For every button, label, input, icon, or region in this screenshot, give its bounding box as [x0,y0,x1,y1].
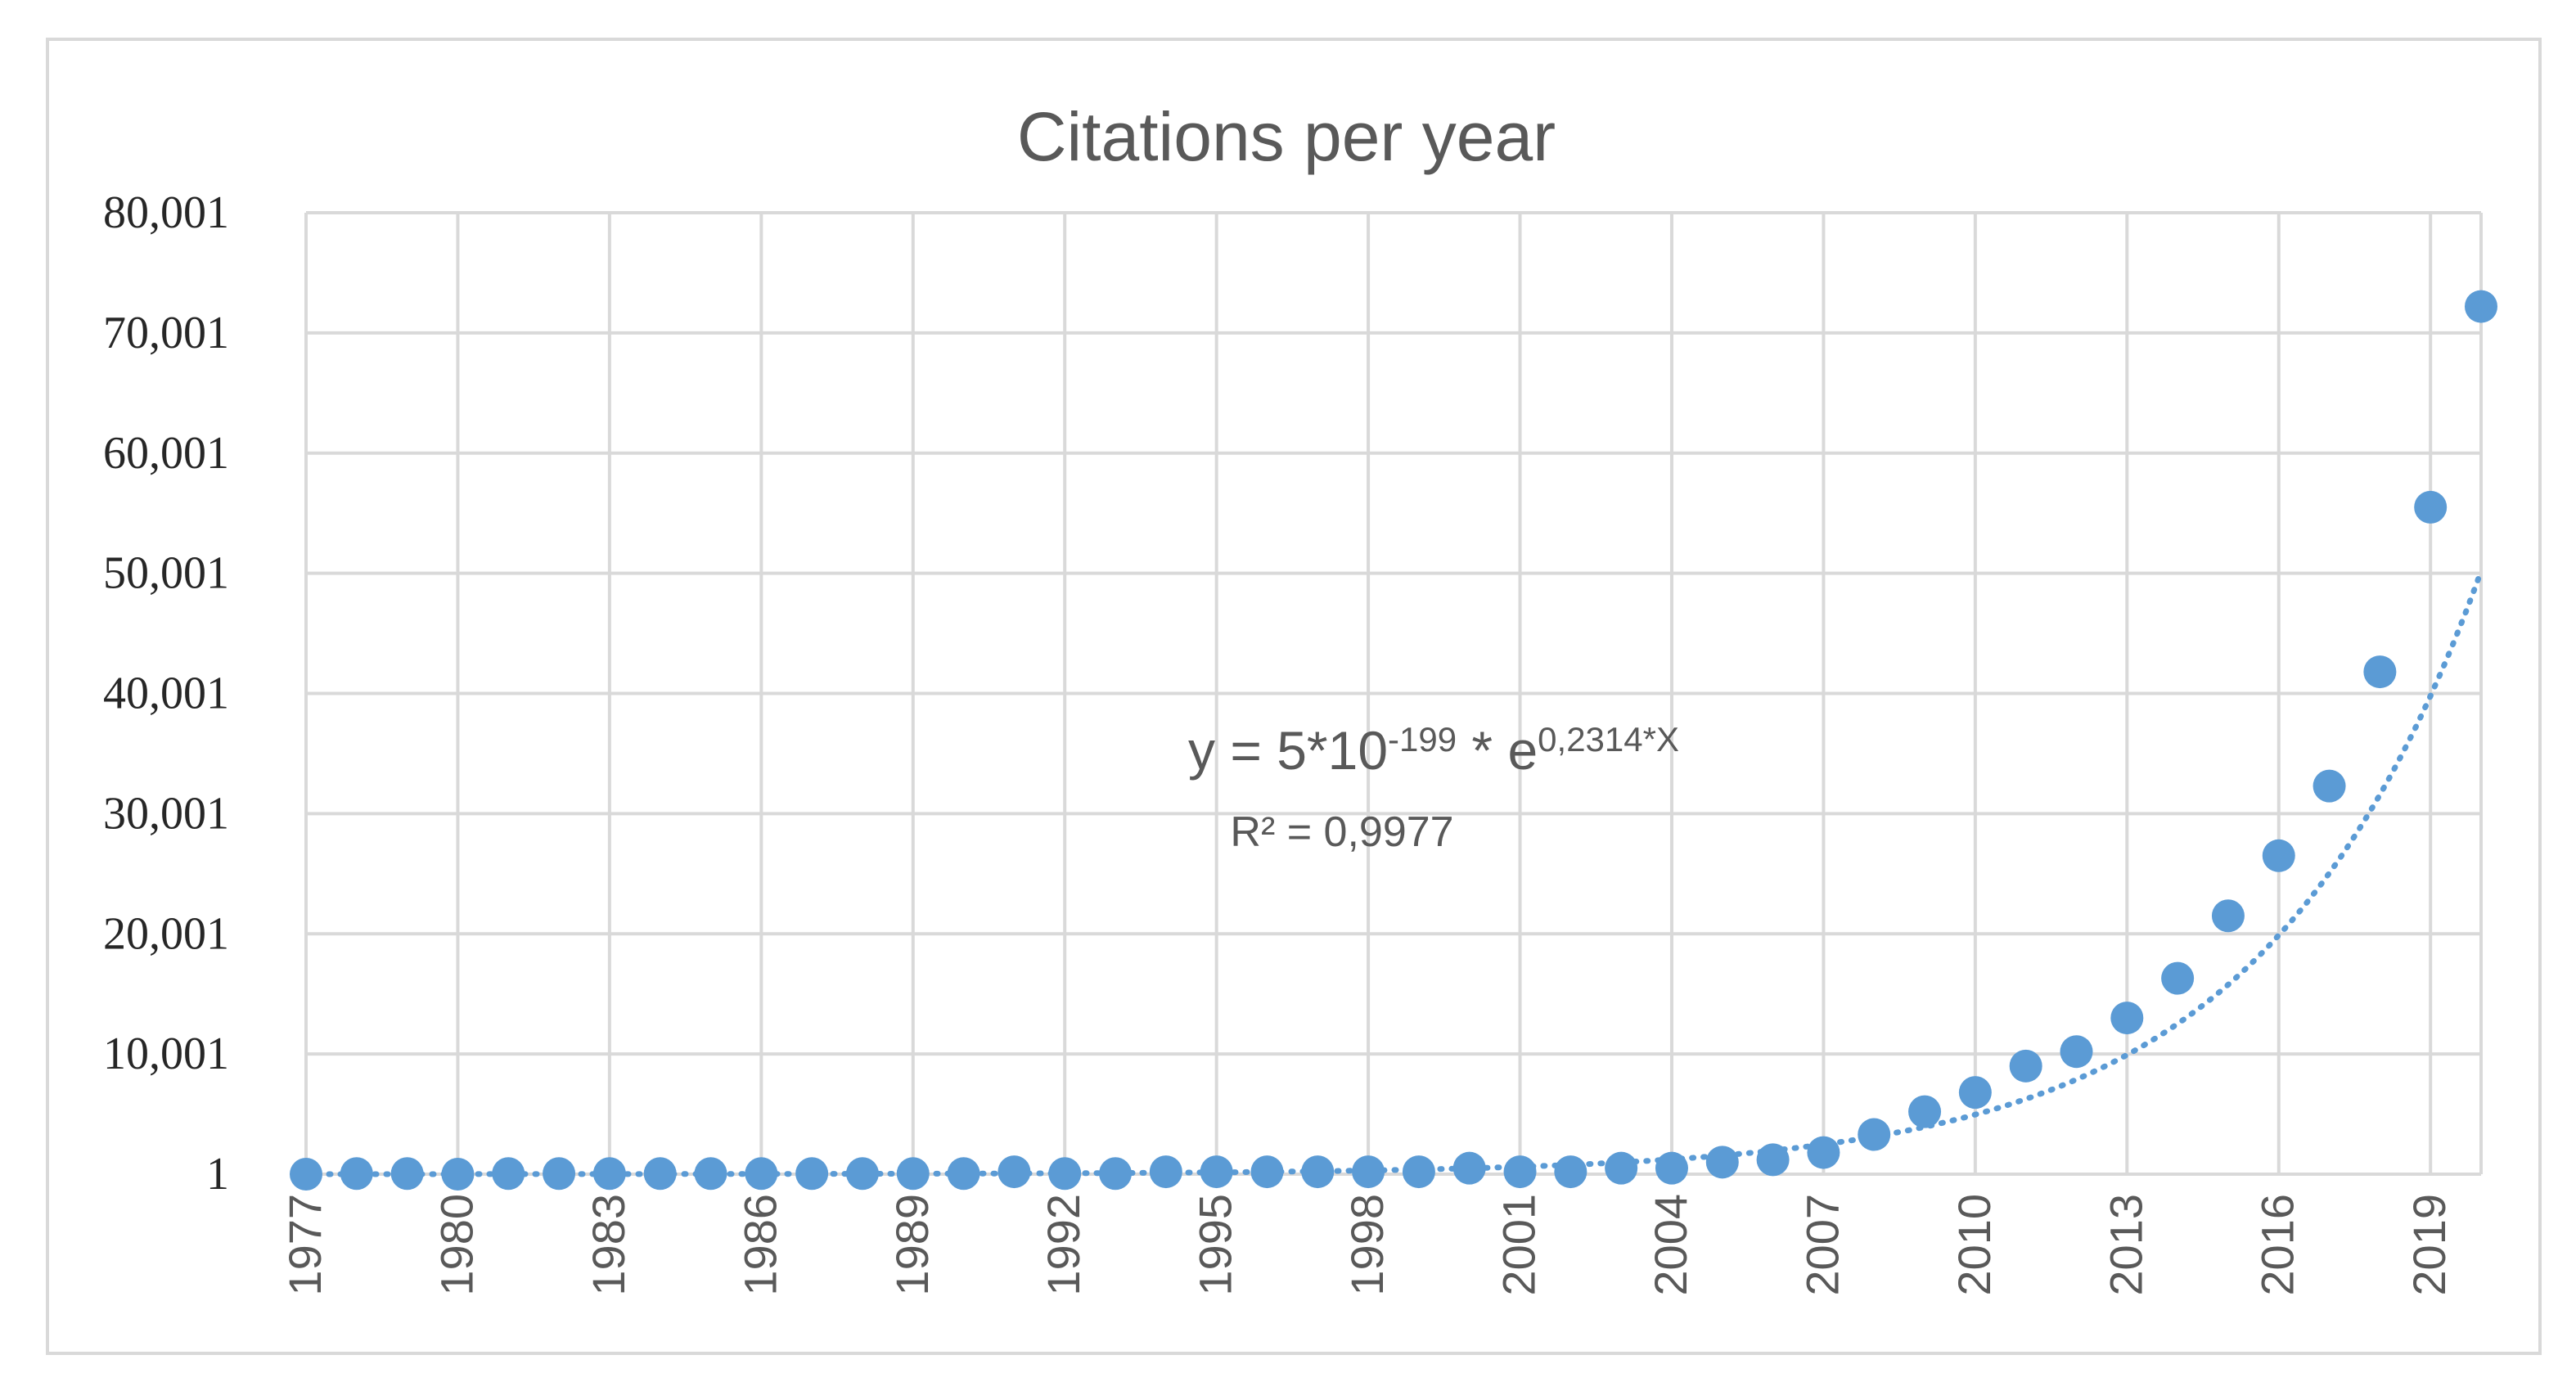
y-tick-label: 40,001 [103,668,229,719]
x-tick-label: 2007 [1796,1194,1848,1296]
data-point [492,1157,525,1191]
y-tick-label: 1 [206,1149,229,1200]
chart-svg: Citations per year 1 10,001 20,001 30,001 40… [103,98,2497,1296]
data-point [441,1158,475,1191]
data-point [1250,1155,1284,1189]
data-point [745,1157,778,1191]
data-point [1200,1155,1233,1189]
x-tick-label: 2010 [1948,1194,2000,1296]
data-point [1099,1157,1133,1191]
data-point [1048,1157,1082,1191]
data-point [998,1155,1031,1189]
x-tick-label: 1998 [1341,1194,1393,1296]
x-tick-label: 2016 [2252,1194,2304,1296]
data-point [1301,1155,1335,1189]
data-point [845,1157,879,1191]
chart-frame: Citations per year 1 10,001 20,001 30,001 40… [46,38,2542,1355]
data-point [643,1157,677,1191]
y-tick-label: 30,001 [103,788,229,839]
points-layer [290,290,2497,1191]
data-point [1655,1151,1688,1185]
data-point [2009,1049,2042,1083]
y-tick-label: 60,001 [103,428,229,479]
trendline [303,568,2484,1177]
data-point [290,1158,322,1191]
y-tick-label: 70,001 [103,308,229,358]
x-tick-label: 2004 [1645,1194,1696,1296]
data-point [2161,961,2195,995]
data-point [2363,655,2397,689]
trendline-r-squared: R² = 0,9977 [1230,808,1453,856]
trend-layer [303,568,2484,1177]
x-tick-label: 2001 [1493,1194,1545,1296]
x-tick-label: 2019 [2403,1194,2455,1296]
y-tick-label: 80,001 [103,187,229,238]
data-point [1402,1155,1435,1189]
data-point [947,1157,980,1191]
data-point [896,1157,930,1191]
data-point [340,1157,373,1191]
x-tick-label: 1992 [1038,1194,1089,1296]
trendline-equation: y = 5*10-199 * e0,2314*X [1188,720,1679,781]
data-point [2060,1035,2093,1069]
chart-title: Citations per year [1017,98,1556,175]
data-point [2211,899,2245,933]
data-point [1452,1151,1486,1185]
x-tick-label: 1977 [279,1194,331,1296]
y-tick-label: 10,001 [103,1029,229,1079]
equation-middle: * e [1457,720,1538,781]
data-point [2313,769,2346,803]
data-point [390,1157,424,1191]
x-tick-label: 1995 [1190,1194,1241,1296]
data-point [2262,839,2295,872]
x-tick-label: 1989 [886,1194,938,1296]
data-point [694,1157,727,1191]
data-point [1149,1155,1182,1189]
data-point [1503,1155,1537,1189]
y-tick-label: 20,001 [103,908,229,959]
y-tick-label: 50,001 [103,548,229,599]
x-tick-label: 1980 [430,1194,482,1296]
data-point [1908,1095,1942,1128]
x-tick-label: 2013 [2100,1194,2151,1296]
x-axis-ticks: 1977 1980 1983 1986 1989 1992 1995 1998 2001 2004… [279,1194,2455,1296]
data-point [1554,1155,1587,1189]
data-point [1807,1136,1840,1169]
data-point [1705,1146,1739,1179]
equation-exponent-1: -199 [1388,720,1457,759]
data-point [1605,1151,1638,1185]
data-point [1352,1155,1385,1189]
data-point [1858,1118,1891,1151]
x-tick-label: 1986 [734,1194,786,1296]
equation-exponent-2: 0,2314*X [1538,720,1679,759]
data-point [543,1157,576,1191]
equation-prefix: y = 5*10 [1188,720,1388,781]
x-tick-label: 1983 [583,1194,634,1296]
data-point [592,1157,626,1191]
data-point [1756,1143,1790,1177]
data-point [2110,1002,2144,1035]
data-point [1958,1076,1992,1110]
data-point [2414,490,2448,524]
data-point [2465,290,2497,323]
y-axis-ticks: 1 10,001 20,001 30,001 40,001 50,001 60,001 70,… [103,187,229,1200]
grid-layer [304,211,2483,1176]
data-point [795,1157,829,1191]
